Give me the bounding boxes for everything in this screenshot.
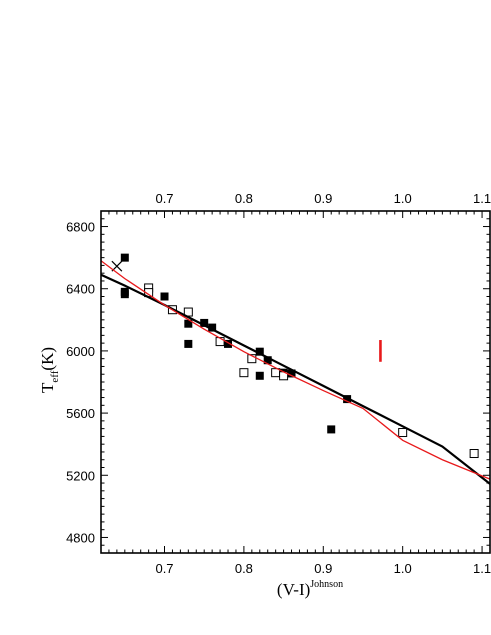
y-tick-label: 4800	[66, 530, 95, 545]
y-tick-label: 6400	[66, 282, 95, 297]
filled-square-point	[263, 356, 272, 365]
x-tick-label-bottom: 1.0	[394, 561, 412, 576]
filled-square-point	[120, 290, 129, 299]
filled-square-point	[208, 323, 217, 332]
x-tick-label-bottom: 0.9	[314, 561, 332, 576]
y-tick-label: 5600	[66, 406, 95, 421]
x-tick-label-bottom: 0.7	[155, 561, 173, 576]
y-tick-label: 6000	[66, 344, 95, 359]
plot-frame	[100, 210, 491, 554]
x-tick-label-bottom: 1.1	[473, 561, 491, 576]
filled-square-point	[184, 339, 193, 348]
x-tick-label-top: 0.8	[235, 191, 253, 206]
y-tick-label: 5200	[66, 468, 95, 483]
filled-square-point	[327, 425, 336, 434]
chart-marks	[100, 253, 491, 485]
filled-square-point	[287, 369, 296, 378]
x-tick-label-top: 1.1	[473, 191, 491, 206]
chart-ticks: 0.7 0.7 0.8 0.8 0.9 0.9 1.0 1.0 1.1 1.1 4800 5200 56…	[66, 191, 491, 576]
open-square-point	[239, 368, 249, 378]
open-square-point	[398, 428, 408, 438]
y-axis-title: Teff(K)	[38, 347, 61, 393]
x-tick-label-top: 1.0	[394, 191, 412, 206]
open-square-point	[247, 354, 257, 364]
x-tick-label-top: 0.9	[314, 191, 332, 206]
red-fit-line	[100, 260, 491, 480]
open-square-point	[469, 449, 479, 459]
filled-square-point	[160, 292, 169, 301]
filled-square-point	[200, 318, 209, 327]
filled-square-point	[224, 339, 233, 348]
black-fit-line	[100, 273, 491, 485]
filled-square-point	[184, 319, 193, 328]
filled-square-point	[120, 253, 129, 262]
y-tick-label: 6800	[66, 220, 95, 235]
x-tick-label-top: 0.7	[155, 191, 173, 206]
filled-square-point	[255, 347, 264, 356]
x-axis-title: (V-I)Johnson	[277, 579, 343, 599]
x-tick-label-bottom: 0.8	[235, 561, 253, 576]
filled-square-point	[255, 371, 264, 380]
